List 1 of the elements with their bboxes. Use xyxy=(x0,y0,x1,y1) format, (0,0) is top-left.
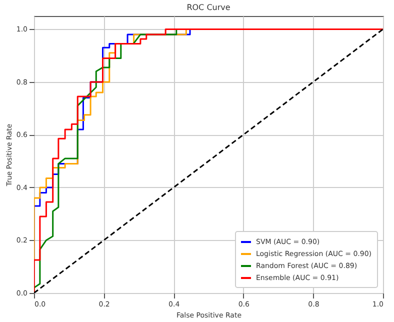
chart-title: ROC Curve xyxy=(186,3,230,12)
